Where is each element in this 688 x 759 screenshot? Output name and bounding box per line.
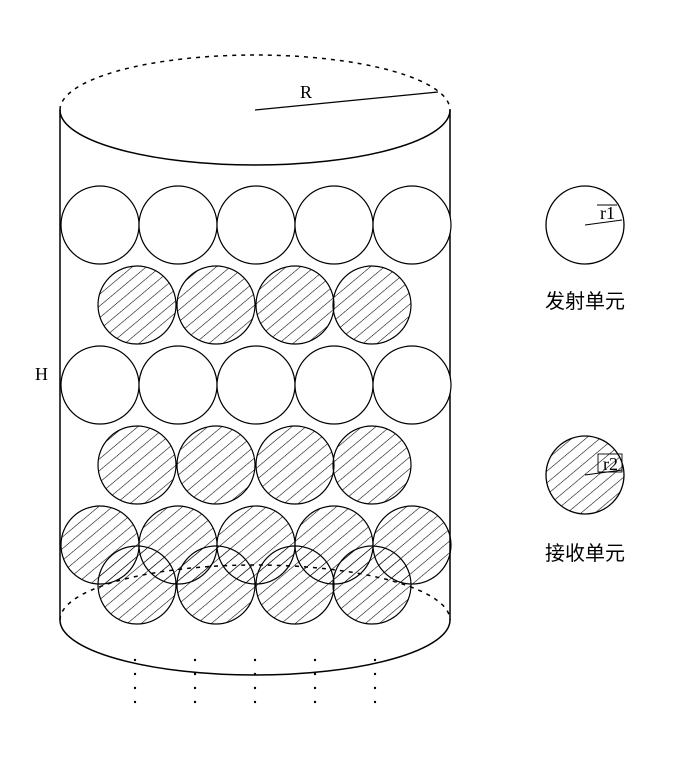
transmit-element	[295, 346, 373, 424]
continuation-dot	[194, 701, 196, 703]
receive-element	[256, 266, 334, 344]
continuation-dot	[314, 687, 316, 689]
continuation-dot	[374, 659, 376, 661]
continuation-dot	[194, 687, 196, 689]
continuation-dot	[134, 701, 136, 703]
continuation-dot	[254, 659, 256, 661]
transmit-element	[139, 346, 217, 424]
transmit-element	[373, 346, 451, 424]
continuation-dot	[194, 659, 196, 661]
continuation-dot	[254, 687, 256, 689]
receive-element	[333, 266, 411, 344]
continuation-dot	[194, 673, 196, 675]
receive-element	[98, 546, 176, 624]
transmit-element	[373, 186, 451, 264]
continuation-dot	[314, 659, 316, 661]
continuation-dot	[254, 701, 256, 703]
transmit-element	[61, 186, 139, 264]
legend-receive-r-label: r2	[603, 454, 618, 474]
transmit-element	[139, 186, 217, 264]
transmit-element	[217, 186, 295, 264]
legend-receive-caption: 接收单元	[545, 542, 625, 565]
height-label-H: H	[35, 364, 48, 384]
continuation-dot	[314, 701, 316, 703]
transducer-array-diagram: R Hr1 发射单元 r2 接收单元	[20, 20, 688, 739]
legend-transmit-caption: 发射单元	[545, 290, 625, 313]
continuation-dot	[374, 687, 376, 689]
receive-element	[177, 266, 255, 344]
receive-element	[177, 546, 255, 624]
receive-element	[333, 546, 411, 624]
legend-transmit-r-label: r1	[600, 203, 615, 223]
continuation-dot	[134, 673, 136, 675]
receive-element	[98, 426, 176, 504]
transmit-element	[217, 346, 295, 424]
cylinder-top-back	[60, 55, 450, 110]
receive-element	[333, 426, 411, 504]
continuation-dot	[134, 687, 136, 689]
continuation-dot	[134, 659, 136, 661]
continuation-dot	[314, 673, 316, 675]
continuation-dot	[254, 673, 256, 675]
cylinder-bottom-front	[60, 620, 450, 675]
receive-element	[177, 426, 255, 504]
transmit-element	[295, 186, 373, 264]
receive-element	[98, 266, 176, 344]
continuation-dot	[374, 701, 376, 703]
radius-label-R: R	[300, 82, 312, 102]
continuation-dot	[374, 673, 376, 675]
radius-line-R	[255, 92, 438, 110]
cylinder-top-front	[60, 110, 450, 165]
transmit-element	[61, 346, 139, 424]
receive-element	[256, 546, 334, 624]
receive-element	[256, 426, 334, 504]
